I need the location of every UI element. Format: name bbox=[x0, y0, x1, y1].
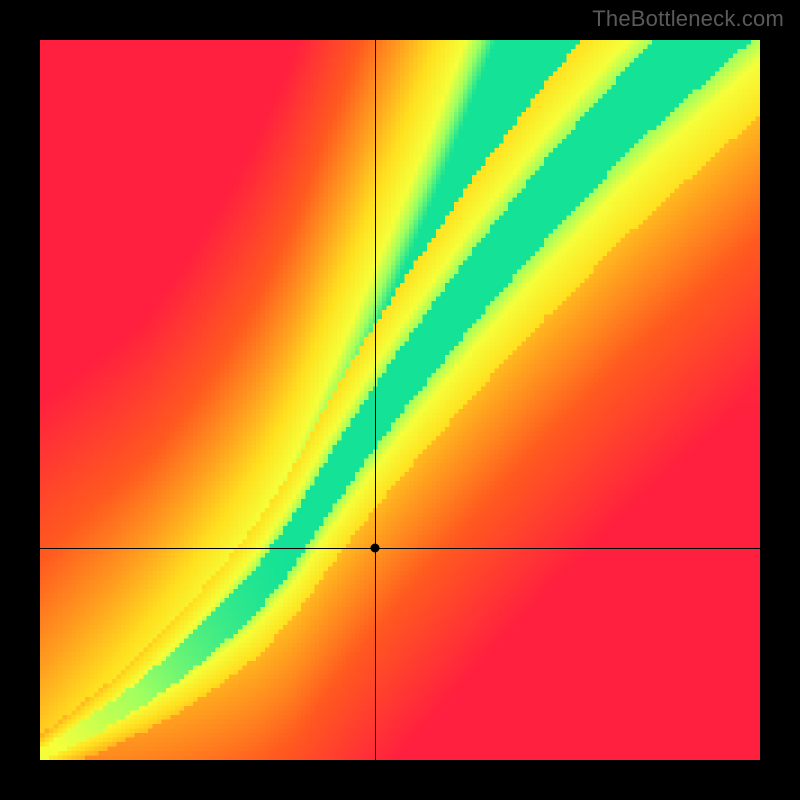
crosshair-horizontal bbox=[40, 548, 760, 549]
watermark-text: TheBottleneck.com bbox=[592, 6, 784, 32]
crosshair-vertical bbox=[375, 40, 376, 760]
selection-point bbox=[370, 543, 379, 552]
heatmap-canvas bbox=[40, 40, 760, 760]
bottleneck-heatmap bbox=[40, 40, 760, 760]
